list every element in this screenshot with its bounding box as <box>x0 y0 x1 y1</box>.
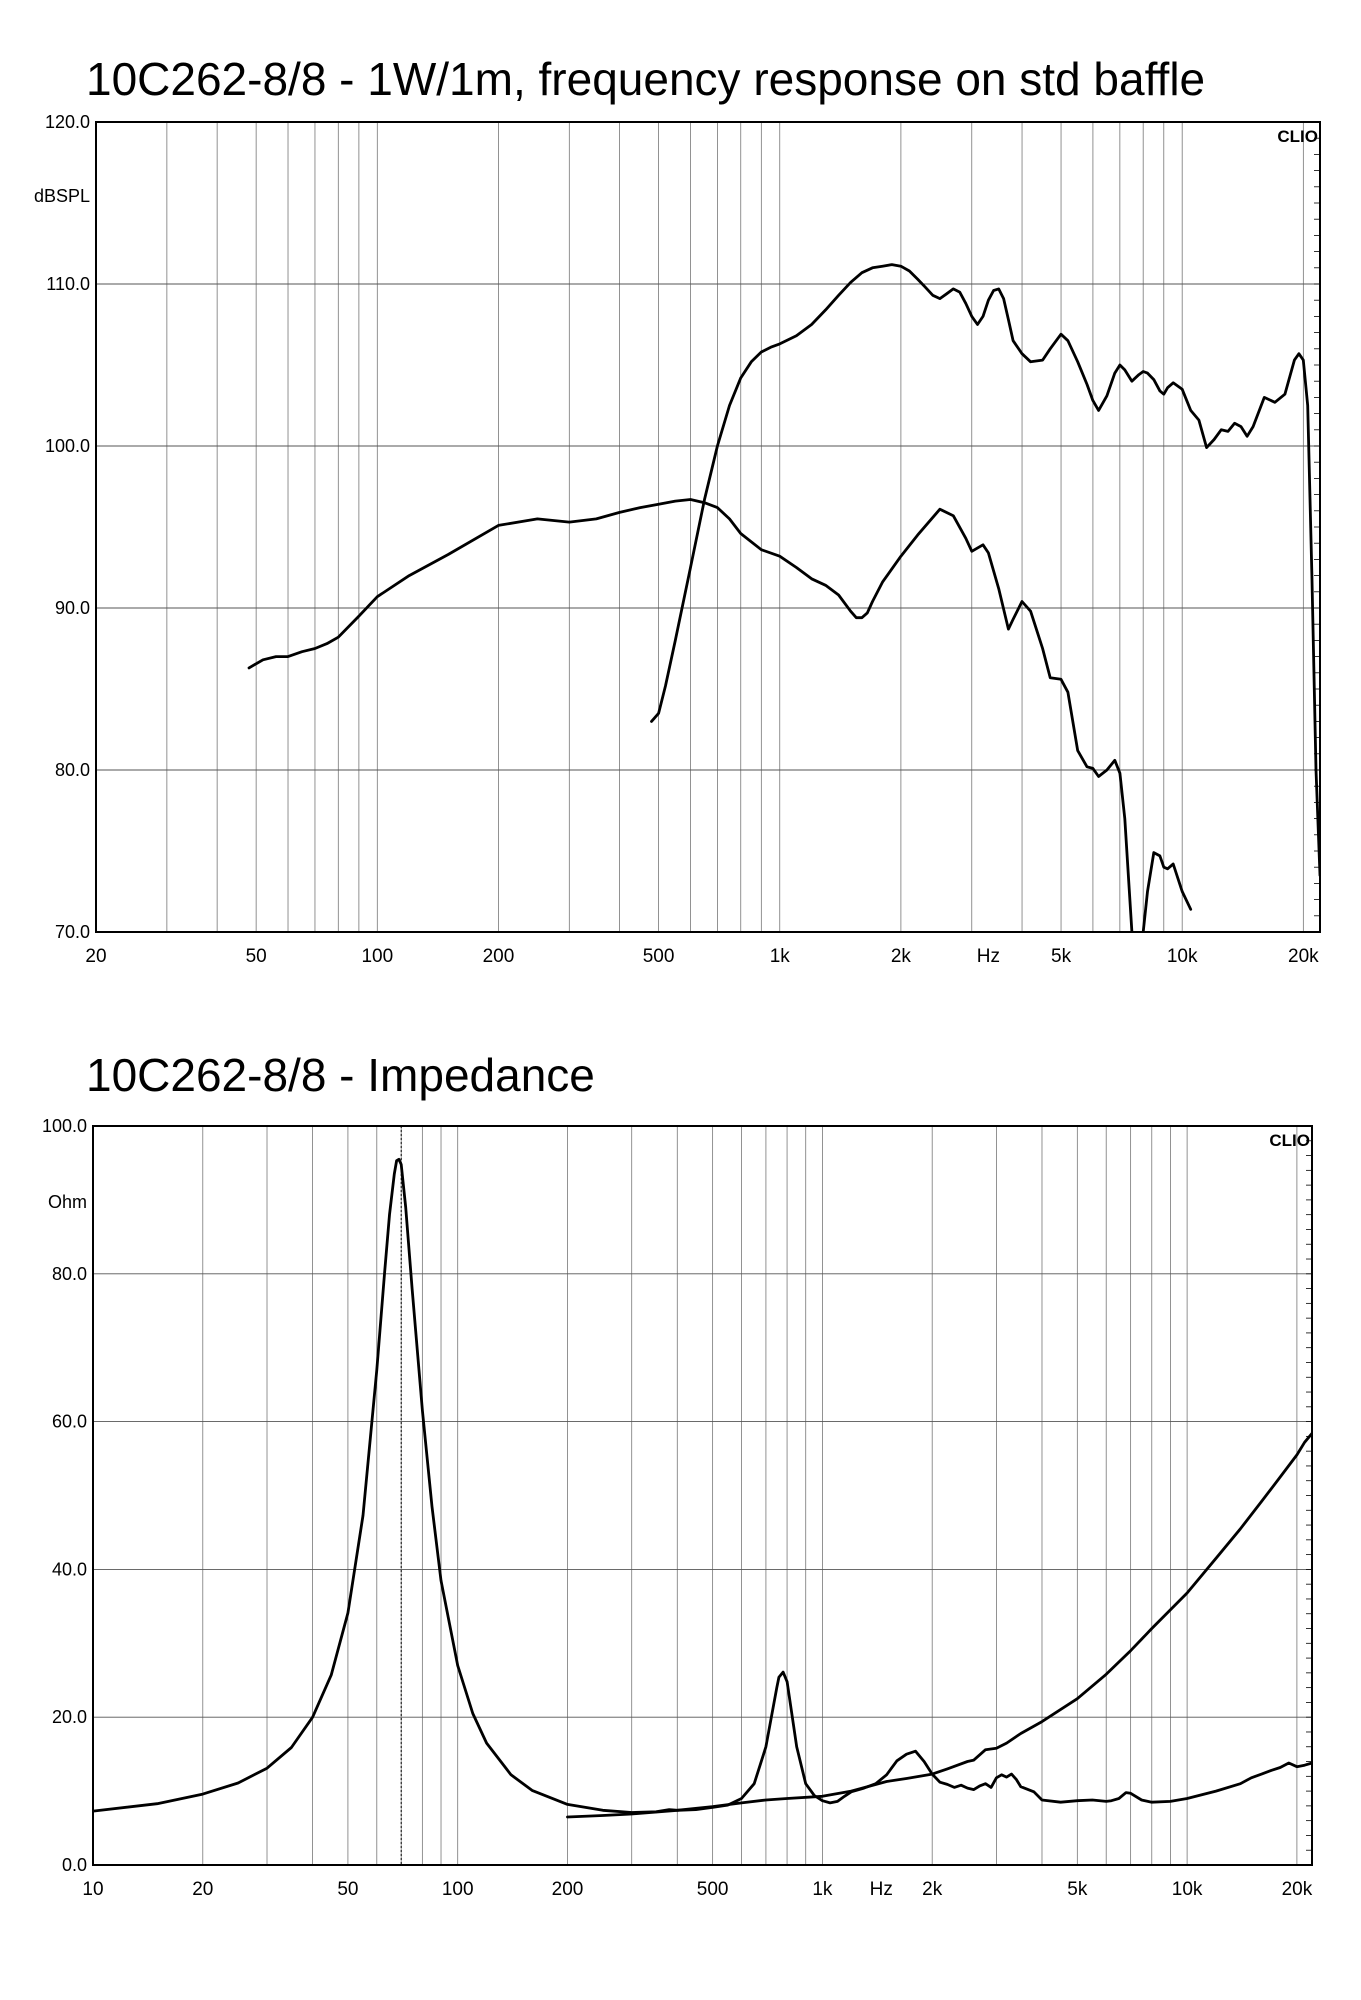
chart-2-ytick-label: 0.0 <box>62 1855 87 1875</box>
chart-1-ylabel: dBSPL <box>34 186 90 206</box>
chart-2-ytick-label: 100.0 <box>42 1116 87 1136</box>
chart-1-title: 10C262-8/8 - 1W/1m, frequency response o… <box>86 53 1206 105</box>
chart-1-xunit-label: Hz <box>977 946 1000 967</box>
chart-2-ylabel: Ohm <box>48 1192 87 1212</box>
chart-1-frame <box>95 121 1321 933</box>
chart-2-xtick-label: 20k <box>1282 1879 1313 1900</box>
chart-1-xtick-label: 1k <box>770 946 791 967</box>
chart-2-xtick-label: 2k <box>922 1879 943 1900</box>
chart-2-xtick-label: 10k <box>1172 1879 1203 1900</box>
chart-2-xtick-label: 5k <box>1067 1879 1088 1900</box>
chart-1-watermark: CLIO <box>1277 127 1318 146</box>
chart-1-xtick-label: 20 <box>85 946 106 967</box>
chart-1-xtick-label: 500 <box>643 946 675 967</box>
chart-2-frame <box>92 1125 1313 1866</box>
chart-2-series-2-line <box>566 1432 1312 1819</box>
chart-1-series-2-line <box>650 263 1320 877</box>
chart-1-ytick-label: 90.0 <box>55 598 90 618</box>
chart-2-series-1-line <box>93 1157 1312 1814</box>
chart-1-ytick-label: 110.0 <box>46 274 90 294</box>
chart-1-xtick-label: 20k <box>1288 946 1319 967</box>
chart-2-xtick-label: 1k <box>812 1879 833 1900</box>
chart-2-watermark: CLIO <box>1269 1131 1310 1150</box>
chart-2-ytick-label: 80.0 <box>52 1264 87 1284</box>
chart-2-ytick-label: 40.0 <box>52 1559 87 1579</box>
chart-2-xunit-label: Hz <box>870 1879 893 1900</box>
chart-1-series-1-line <box>247 498 1193 932</box>
chart-1-ytick-label: 100.0 <box>45 436 90 456</box>
chart-1-xtick-label: 2k <box>891 946 912 967</box>
chart-1-xtick-label: 10k <box>1167 946 1198 967</box>
chart-2-xtick-label: 50 <box>337 1879 358 1900</box>
chart-2-ytick-label: 20.0 <box>52 1707 87 1727</box>
chart-1-ytick-label: 70.0 <box>55 922 90 942</box>
chart-2-title: 10C262-8/8 - Impedance <box>86 1049 595 1101</box>
chart-1-xtick-label: 100 <box>361 946 393 967</box>
chart-1-xtick-label: 50 <box>246 946 267 967</box>
chart-1-ytick-label: 120.0 <box>45 112 90 132</box>
chart-2-xtick-label: 200 <box>552 1879 584 1900</box>
chart-1-xtick-label: 200 <box>483 946 515 967</box>
chart-2-xtick-label: 500 <box>697 1879 729 1900</box>
chart-1-xtick-label: 5k <box>1051 946 1072 967</box>
chart-2-xtick-label: 100 <box>442 1879 474 1900</box>
chart-1-ytick-label: 80.0 <box>55 760 90 780</box>
chart-2-ytick-label: 60.0 <box>52 1412 87 1432</box>
chart-2-xtick-label: 20 <box>192 1879 213 1900</box>
chart-2-xtick-label: 10 <box>82 1879 103 1900</box>
